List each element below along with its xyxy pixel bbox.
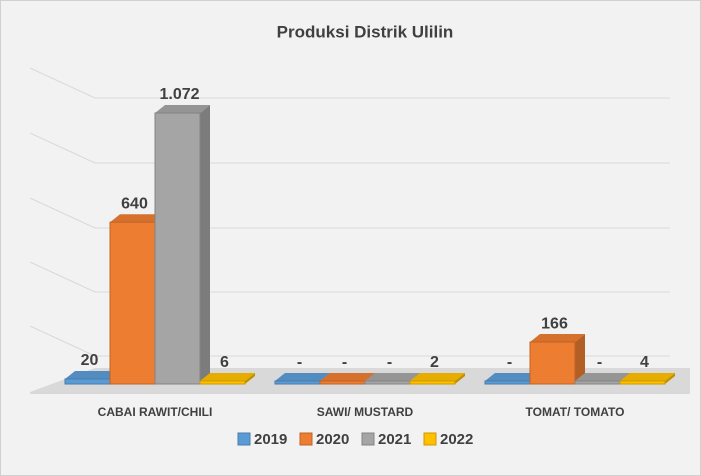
data-label: 2 (430, 354, 439, 371)
x-tick-label: SAWI/ MUSTARD (317, 405, 414, 419)
bar (484, 380, 531, 385)
legend-label: 2022 (440, 431, 473, 448)
legend-swatch (299, 432, 313, 446)
bar (274, 380, 321, 385)
bar (109, 221, 156, 385)
bar-top (575, 373, 630, 381)
bar-top (275, 373, 330, 381)
data-label: 1.072 (159, 86, 199, 103)
bar-side (575, 334, 585, 384)
data-label: - (387, 354, 392, 371)
bar-side (200, 104, 210, 384)
data-label: - (507, 354, 512, 371)
bar-top (320, 373, 375, 381)
bar (364, 380, 411, 385)
data-label: 20 (81, 352, 99, 369)
bar-top (155, 104, 210, 113)
legend-swatch (423, 432, 437, 446)
bar (64, 378, 111, 385)
bar-top (485, 373, 540, 381)
grid-line (29, 67, 96, 99)
data-label: - (297, 354, 302, 371)
bar (199, 380, 246, 385)
grid-line (29, 261, 96, 293)
legend-label: 2021 (378, 431, 411, 448)
bar (529, 341, 576, 385)
bar-top (620, 373, 675, 381)
bar-top (65, 370, 120, 379)
data-label: 4 (640, 354, 649, 371)
bar-top (200, 373, 255, 381)
data-label: - (342, 354, 347, 371)
bar-side (245, 373, 255, 384)
bar-top (365, 373, 420, 381)
bar (409, 380, 456, 385)
bar-top (530, 334, 585, 343)
legend-label: 2019 (254, 431, 287, 448)
bar (154, 112, 201, 385)
legend-swatch (237, 432, 251, 446)
legend-label: 2020 (316, 431, 349, 448)
bar (619, 380, 666, 385)
bar-side (665, 373, 675, 384)
bar-top (410, 373, 465, 381)
data-label: - (597, 354, 602, 371)
bar-top (110, 214, 165, 223)
bar (574, 380, 621, 385)
chart-title: Produksi Distrik Ulilin (277, 22, 454, 41)
grid-line (29, 325, 96, 357)
data-label: 6 (220, 354, 229, 371)
grid-line (29, 197, 96, 229)
data-label: 640 (121, 195, 148, 212)
data-label: 166 (541, 315, 568, 332)
bar-side (455, 373, 465, 384)
grid-line (29, 132, 96, 164)
x-tick-label: CABAI RAWIT/CHILI (98, 405, 213, 419)
x-tick-label: TOMAT/ TOMATO (526, 405, 625, 419)
legend-swatch (361, 432, 375, 446)
bar (319, 380, 366, 385)
